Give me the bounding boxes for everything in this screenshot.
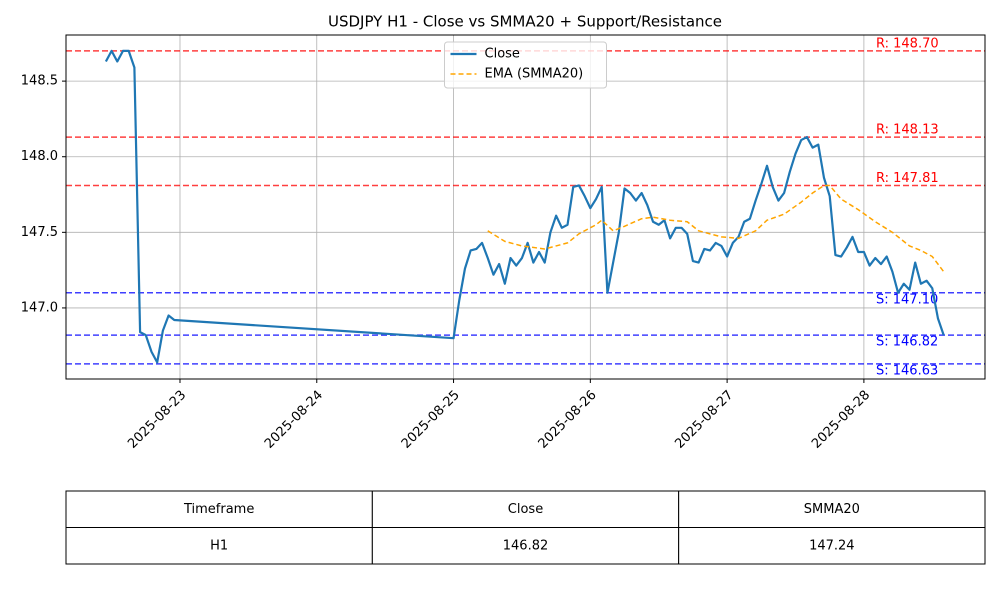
- table-cell: [678, 527, 986, 565]
- table-header-text: Timeframe: [183, 502, 254, 517]
- chart-title: USDJPY H1 - Close vs SMMA20 + Support/Re…: [328, 13, 722, 31]
- table-cell-text: 146.82: [503, 538, 549, 553]
- table-cell: [65, 527, 373, 565]
- level-label: S: 147.10: [876, 292, 938, 307]
- x-tick-label: 2025-08-28: [809, 388, 873, 452]
- data-line: [104, 49, 945, 364]
- x-tick-label: 2025-08-27: [672, 388, 736, 452]
- y-tick-label: 148.0: [21, 149, 58, 164]
- level-label: R: 148.13: [876, 123, 939, 138]
- legend-label: Close: [485, 47, 520, 62]
- level-label: R: 148.70: [876, 36, 939, 51]
- legend-label: EMA (SMMA20): [485, 67, 584, 82]
- data-line: [487, 184, 945, 273]
- level-label: S: 146.82: [876, 335, 938, 350]
- y-tick-label: 147.0: [21, 300, 58, 315]
- legend-box: [444, 41, 607, 89]
- table-cell-text: 147.24: [809, 538, 855, 553]
- y-tick-label: 148.5: [21, 74, 58, 89]
- table-cell: [678, 490, 986, 528]
- table-cell: [371, 490, 680, 528]
- x-tick-label: 2025-08-24: [262, 388, 326, 452]
- level-label: R: 147.81: [876, 171, 939, 186]
- table-cell: [371, 527, 680, 565]
- table-header-text: Close: [508, 502, 543, 517]
- level-label: S: 146.63: [876, 363, 938, 378]
- table-cell-text: H1: [210, 538, 228, 553]
- plot-frame: [65, 34, 986, 380]
- x-tick-label: 2025-08-26: [536, 388, 600, 452]
- y-tick-label: 147.5: [21, 225, 58, 240]
- table-header-text: SMMA20: [804, 502, 860, 517]
- x-tick-label: 2025-08-25: [399, 388, 463, 452]
- table-cell: [65, 490, 373, 528]
- x-tick-label: 2025-08-23: [125, 388, 189, 452]
